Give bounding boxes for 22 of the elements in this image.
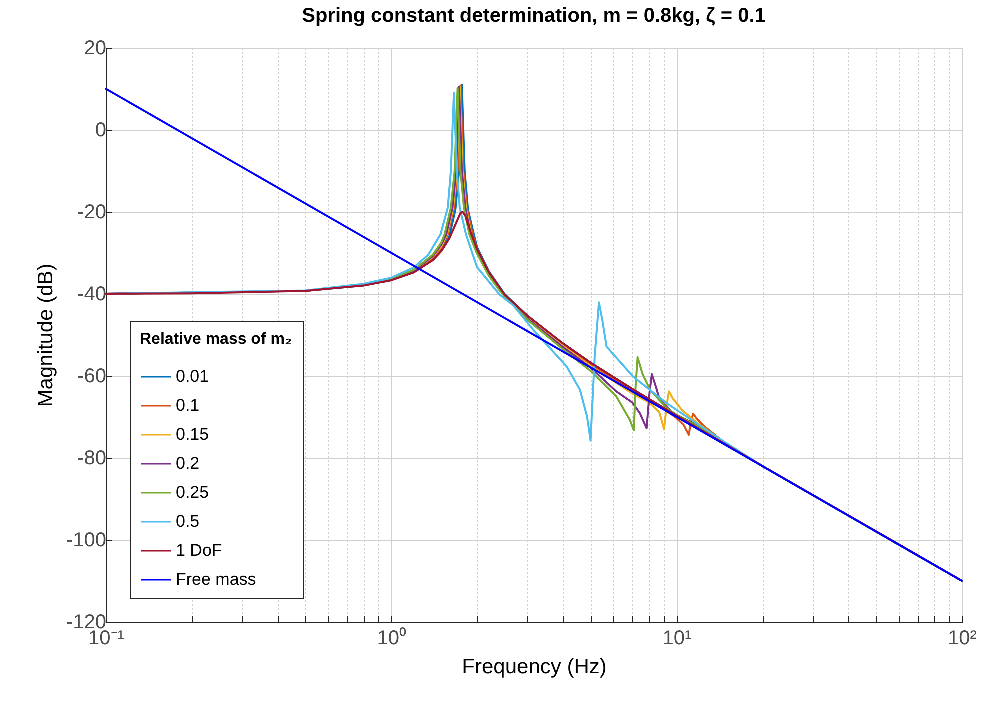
legend-title: Relative mass of m₂ [140,331,292,348]
chart-title: Spring constant determination, m = 0.8kg, ζ = 0.1 [302,5,766,27]
y-tick-label: 0 [95,120,106,142]
legend-label: 0.01 [176,367,210,386]
legend-label: 1 DoF [176,541,222,560]
y-axis-title: Magnitude (dB) [34,264,58,408]
x-tick-label: 10² [948,628,978,650]
legend-label: 0.5 [176,512,200,531]
y-tick-label: -40 [78,284,106,306]
x-axis-title: Frequency (Hz) [462,656,607,678]
y-tick-label: 20 [84,38,106,60]
y-tick-label: -20 [78,202,106,224]
x-tick-label: 10⁰ [377,626,406,650]
legend-label: 0.1 [176,396,200,415]
y-tick-label: -80 [78,448,106,470]
legend-label: 0.2 [176,454,200,473]
legend-label: 0.25 [176,483,210,502]
legend-label: 0.15 [176,425,210,444]
y-tick-label: -100 [66,530,106,552]
x-tick-label: 10¹ [662,628,692,650]
legend-label: Free mass [176,570,256,589]
y-tick-label: -60 [78,366,106,388]
